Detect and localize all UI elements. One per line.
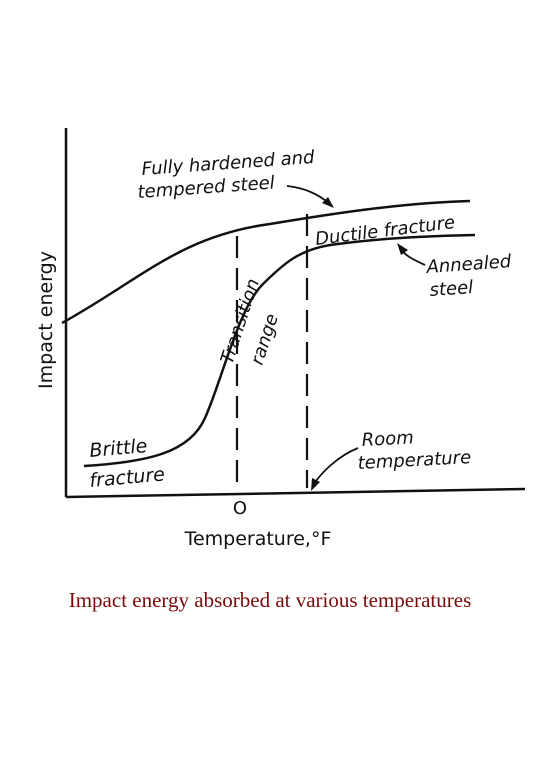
leader-hardened — [286, 185, 331, 205]
leader-room — [312, 447, 359, 486]
annotation-room-line1: Room — [361, 427, 414, 451]
arrowhead-room — [311, 478, 320, 491]
figure-caption: Impact energy absorbed at various temper… — [68, 588, 472, 612]
arrowhead-annealed — [397, 243, 408, 255]
arrowhead-hardened — [322, 197, 334, 208]
annotation-annealed-line2: steel — [429, 277, 474, 301]
x-axis — [65, 487, 526, 499]
x-axis-label: Temperature,°F — [184, 528, 332, 550]
annotation-ductile: Ductile fracture — [314, 212, 456, 250]
annotation-brittle-line2: fracture — [89, 463, 166, 492]
annotation-annealed-line1: Annealed — [425, 251, 513, 278]
y-axis-label: Impact energy — [35, 251, 57, 389]
annotation-transition-line2: range — [247, 311, 283, 367]
x-tick-label: O — [233, 498, 247, 519]
annotation-room-line2: temperature — [357, 447, 471, 474]
series-line-annealed — [83, 233, 476, 468]
series-line-hardened — [61, 199, 471, 325]
annotation-brittle-line1: Brittle — [89, 435, 149, 462]
